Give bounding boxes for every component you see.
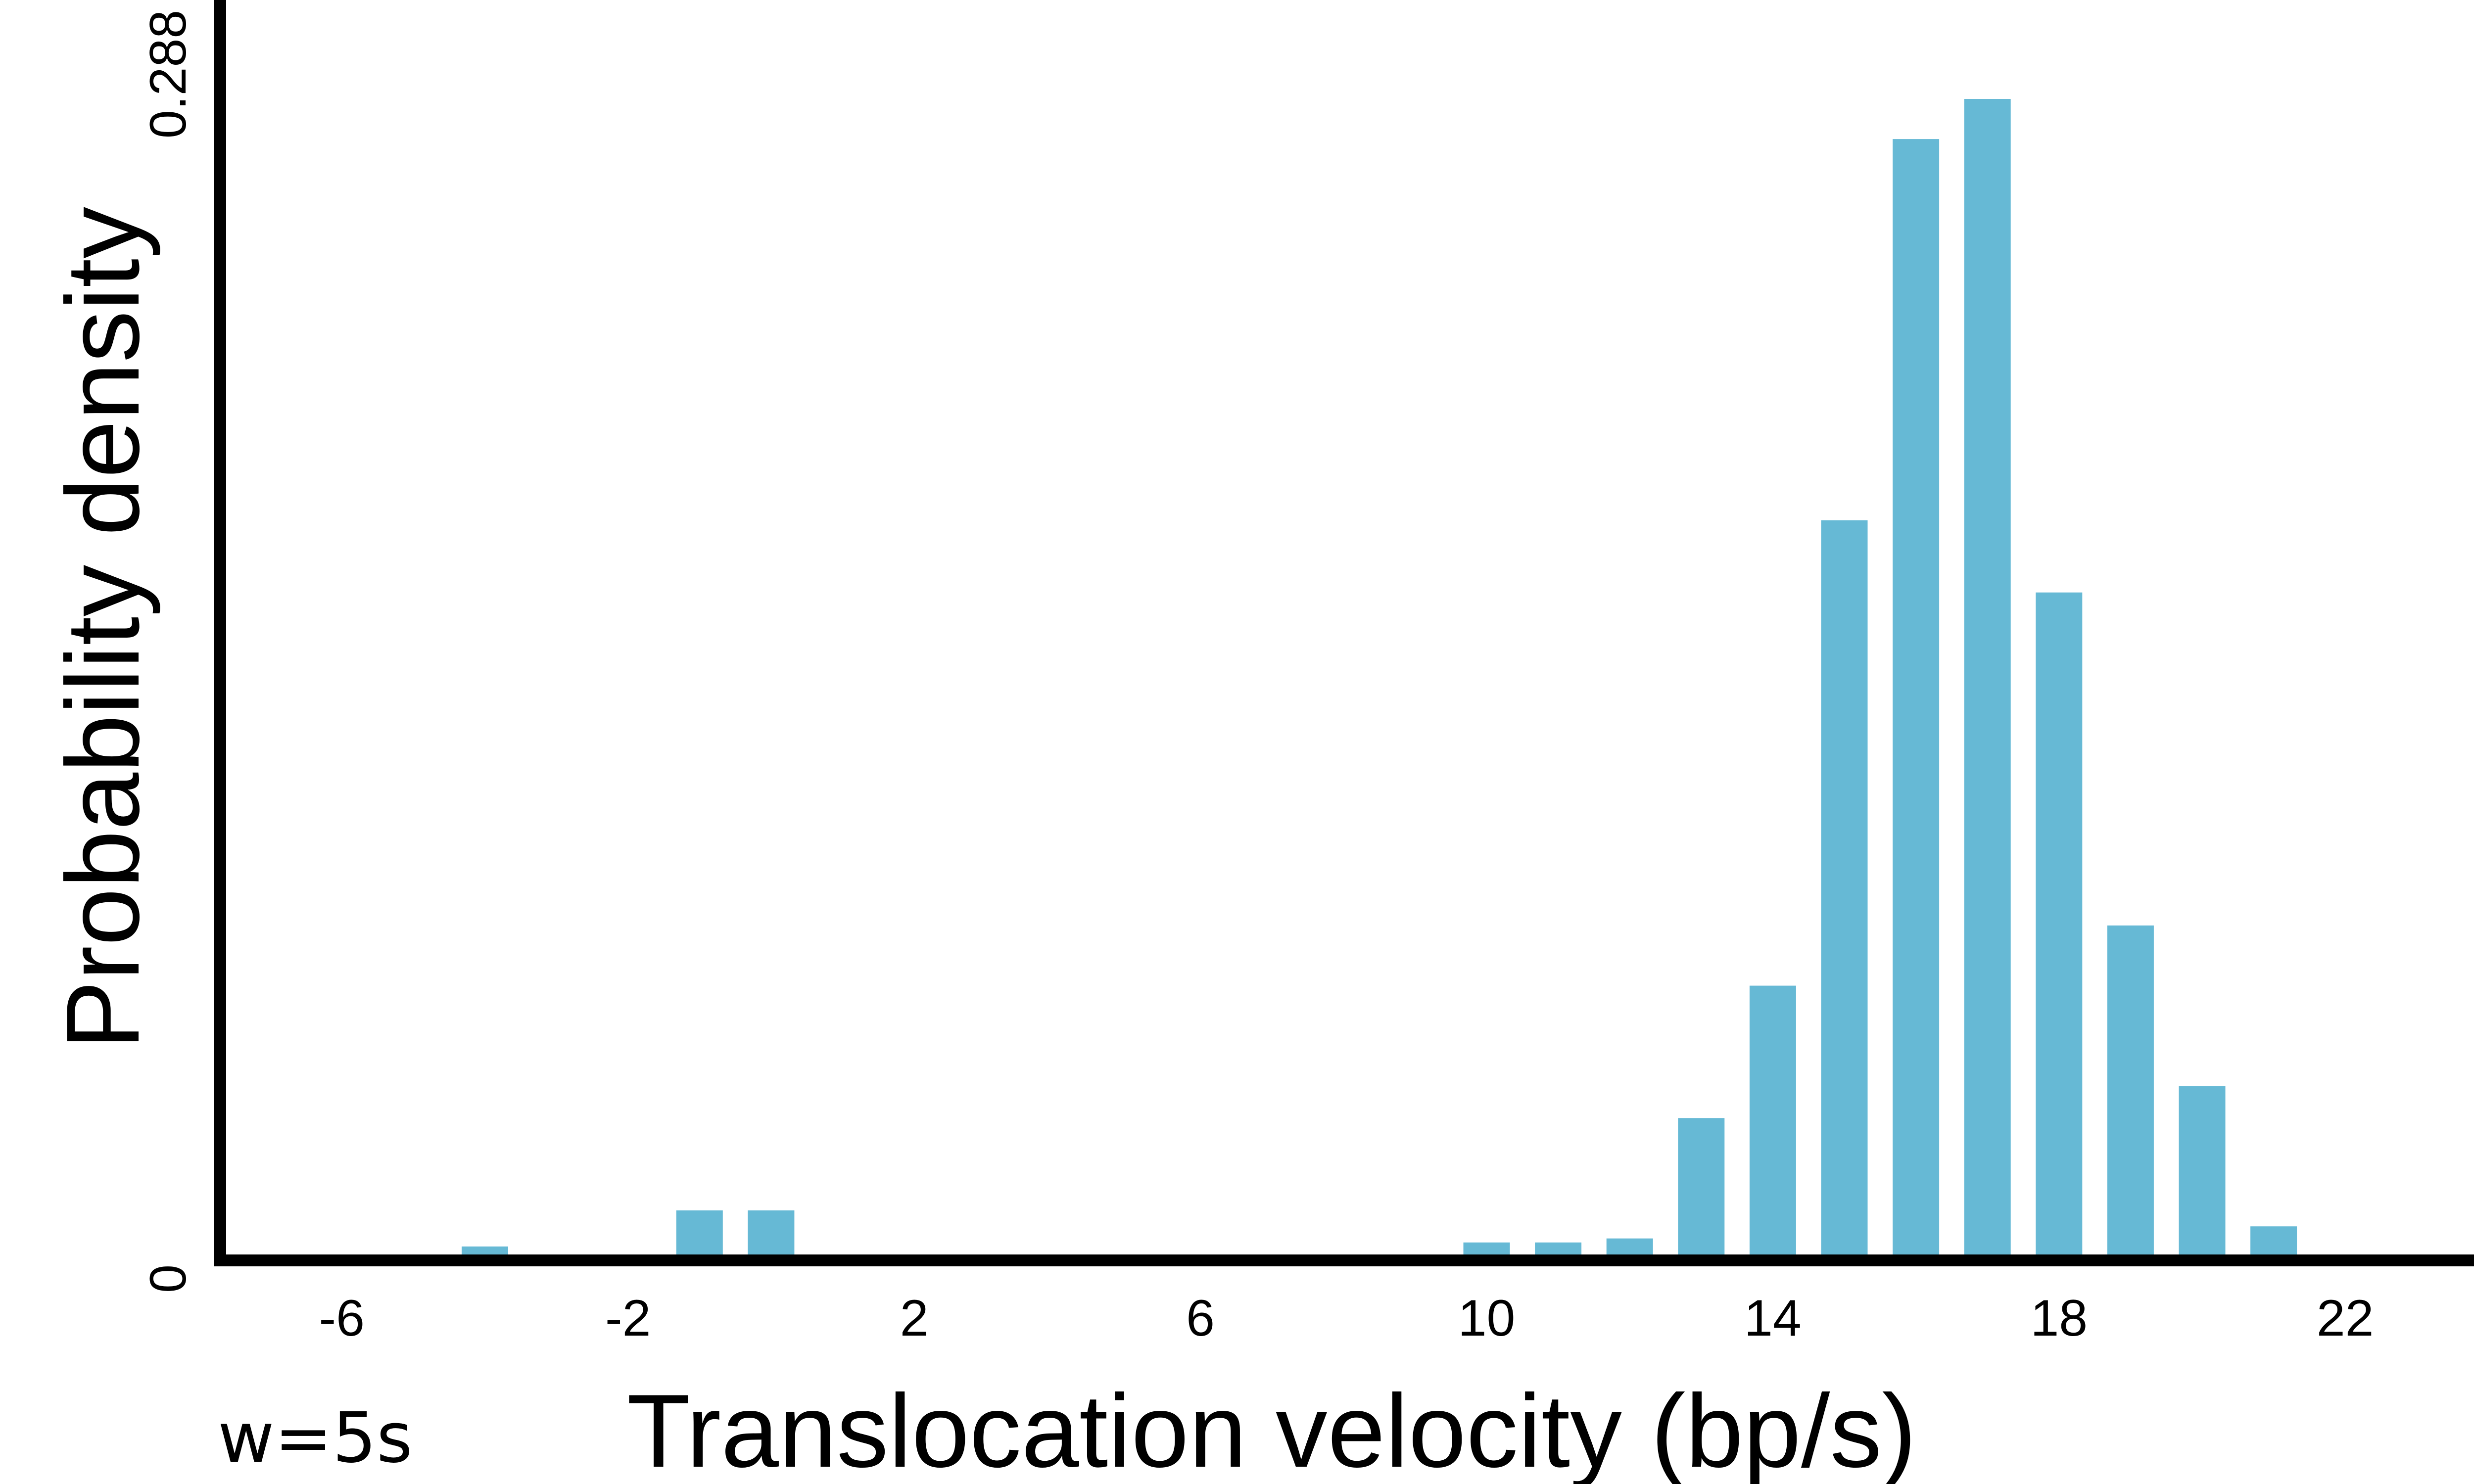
- bar--4: [462, 1246, 508, 1254]
- x-axis-title: Translocation velocity (bp/s): [627, 1373, 1917, 1484]
- bar-0: [748, 1210, 795, 1254]
- x-tick-label: -6: [319, 1290, 365, 1347]
- x-tick-label: 22: [2317, 1290, 2374, 1347]
- x-tick-label: 18: [2030, 1290, 2088, 1347]
- y-tick-label: 0: [140, 1264, 197, 1293]
- bar-10: [1463, 1242, 1510, 1254]
- x-tick-label: 2: [900, 1290, 929, 1347]
- y-tick-labels: 0 0.288: [140, 10, 197, 1293]
- x-tick-label: 14: [1744, 1290, 1802, 1347]
- bar-17: [1964, 99, 2011, 1254]
- window-annotation: w=5s: [218, 1398, 413, 1479]
- bar-18: [2036, 592, 2083, 1254]
- y-axis-title: Probability density: [45, 207, 161, 1050]
- bar-20: [2179, 1086, 2226, 1254]
- x-tick-label: 10: [1458, 1290, 1516, 1347]
- bar-16: [1893, 139, 1940, 1254]
- bar-19: [2107, 925, 2154, 1254]
- x-tick-label: 6: [1186, 1290, 1215, 1347]
- bar--1: [676, 1210, 723, 1254]
- bar-13: [1678, 1118, 1725, 1254]
- bars-group: [462, 99, 2297, 1254]
- bar-21: [2250, 1226, 2297, 1254]
- bar-11: [1535, 1242, 1582, 1254]
- y-tick-label: 0.288: [140, 10, 197, 139]
- bar-14: [1749, 985, 1796, 1254]
- bar-12: [1606, 1238, 1653, 1254]
- x-tick-labels: -6 -2 2 6 10 14 18 22: [319, 1290, 2374, 1347]
- bar-15: [1821, 520, 1868, 1254]
- x-tick-label: -2: [605, 1290, 651, 1347]
